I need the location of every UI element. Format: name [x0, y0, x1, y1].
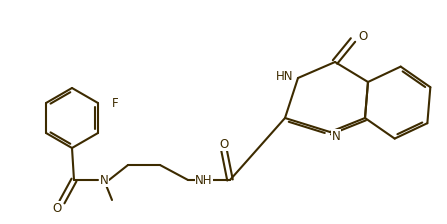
Text: F: F [112, 97, 118, 110]
Text: O: O [358, 30, 367, 43]
Text: N: N [100, 174, 108, 187]
Text: NH: NH [195, 174, 213, 187]
Text: HN: HN [275, 69, 293, 82]
Text: N: N [332, 129, 341, 142]
Text: O: O [52, 202, 62, 215]
Text: O: O [219, 138, 228, 151]
